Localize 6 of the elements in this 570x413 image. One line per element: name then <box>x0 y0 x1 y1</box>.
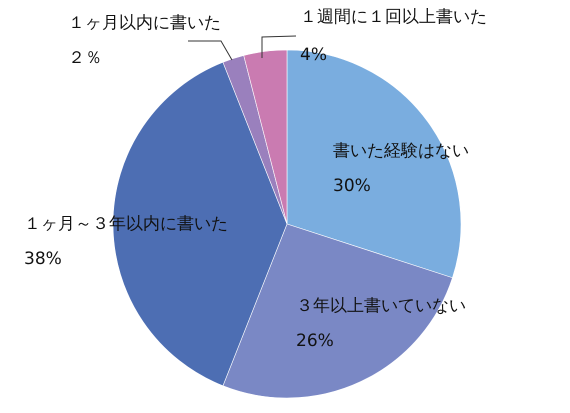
data-label: 26% <box>296 331 334 351</box>
slice-label: １ヶ月以内に書いた <box>68 13 221 33</box>
slice-label: １週間に１回以上書いた <box>300 7 487 27</box>
data-label: 30% <box>333 176 371 196</box>
data-label: ２％ <box>68 48 102 68</box>
data-label: 38% <box>24 249 62 269</box>
